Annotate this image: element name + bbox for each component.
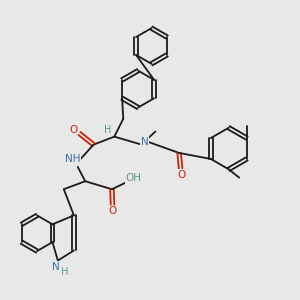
Text: O: O [69, 125, 77, 135]
Text: N: N [52, 262, 60, 272]
Text: H: H [104, 125, 112, 135]
Text: H: H [61, 267, 68, 277]
Text: OH: OH [125, 173, 141, 183]
Text: NH: NH [65, 154, 80, 164]
Text: N: N [141, 137, 148, 147]
Text: O: O [108, 206, 117, 216]
Text: O: O [177, 170, 185, 180]
